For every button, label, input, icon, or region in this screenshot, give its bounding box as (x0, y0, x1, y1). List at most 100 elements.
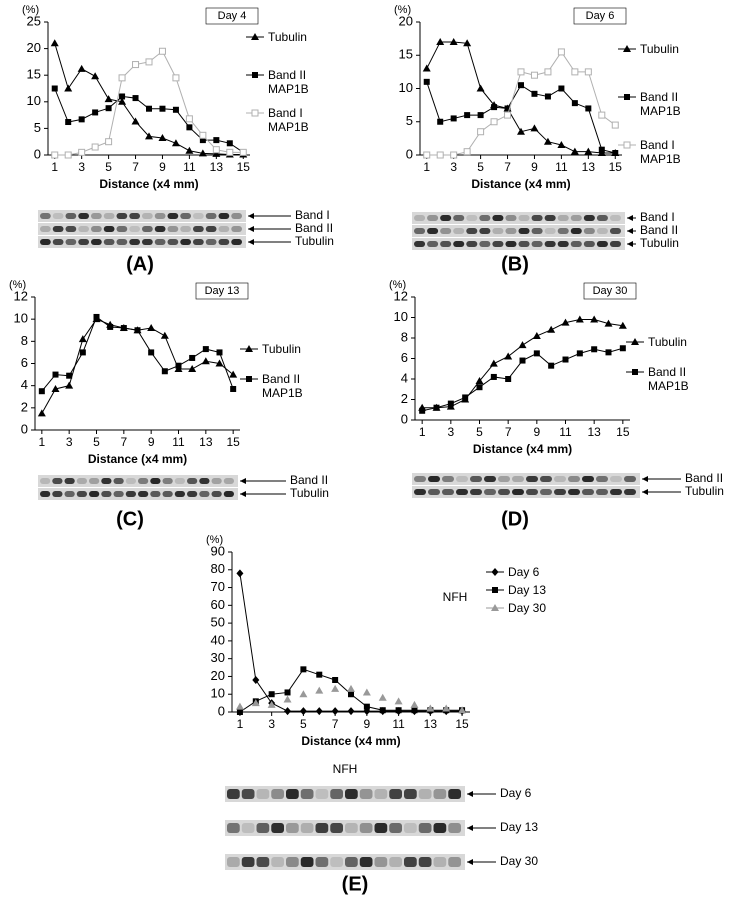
marker (119, 93, 126, 100)
blot-band (512, 489, 524, 495)
blot-band (531, 228, 543, 234)
blot-band (582, 489, 594, 495)
marker (347, 684, 355, 692)
blot-band (125, 491, 136, 497)
blot-band (64, 478, 75, 484)
blot-arrowhead (467, 859, 473, 865)
blot-arrowhead (467, 791, 473, 797)
blot-band (374, 789, 388, 799)
legend-marker (245, 345, 253, 352)
blot-band (138, 478, 149, 484)
marker (51, 384, 60, 392)
blot-band (103, 213, 115, 219)
blot-band (142, 239, 153, 245)
y-tick-label: 15 (399, 47, 413, 62)
marker (91, 72, 100, 80)
marker (267, 700, 276, 708)
marker (436, 37, 445, 45)
blot-band (223, 491, 234, 497)
annotation: Day 6 (586, 10, 615, 22)
marker (251, 699, 260, 707)
blot-arrowhead (248, 213, 254, 219)
blot-label: Band I (295, 208, 330, 222)
marker (530, 124, 539, 132)
y-tick-label: 6 (401, 350, 408, 365)
y-tick-label: 4 (401, 370, 408, 385)
blot-band (609, 228, 621, 234)
blot-band (193, 213, 204, 219)
annotation-box (573, 7, 627, 25)
blot-band (40, 478, 51, 484)
legend-marker (246, 376, 252, 382)
marker (331, 707, 339, 716)
blot-label: Tubulin (290, 486, 329, 500)
blot-band (174, 478, 185, 484)
blot-band (484, 476, 496, 482)
blot-arrowhead (627, 241, 633, 247)
blot-band (241, 823, 255, 833)
legend-entry: Band II MAP1B (648, 365, 689, 393)
blot-band (286, 823, 299, 833)
series-line (41, 318, 234, 414)
x-axis-label: Distance (x4 mm) (473, 442, 572, 456)
marker (316, 671, 323, 678)
blot-band (218, 213, 230, 219)
marker (598, 146, 605, 153)
x-axis-label: Distance (x4 mm) (88, 452, 187, 466)
legend-entry: Tubulin (262, 342, 301, 356)
blot-band (479, 215, 491, 221)
y-tick-label: 90 (211, 543, 225, 558)
blot-band (142, 213, 153, 219)
blot-band (453, 241, 465, 247)
blot-band (544, 215, 556, 221)
marker (268, 691, 275, 698)
blot-band (568, 476, 580, 482)
blot-band (78, 239, 89, 245)
blot-band (418, 823, 432, 833)
y-tick-label: 50 (211, 615, 225, 630)
marker (394, 697, 403, 705)
blot-band (52, 226, 64, 232)
blot-band (433, 857, 447, 867)
blot-band (231, 213, 242, 219)
blot-band (52, 239, 64, 245)
blot-band (570, 215, 582, 221)
marker (37, 409, 46, 417)
blot-band (518, 228, 530, 234)
y-tick-label: 20 (211, 668, 225, 683)
marker (411, 707, 418, 714)
marker (458, 706, 467, 714)
blot-band (583, 228, 595, 234)
legend-entry: Band II MAP1B (262, 372, 303, 400)
marker (517, 68, 525, 76)
marker (558, 85, 565, 92)
marker (299, 690, 308, 698)
marker (591, 346, 598, 353)
blot-band (498, 489, 510, 495)
blot-band (448, 823, 461, 833)
blot-band (418, 789, 432, 799)
y-tick-label: 10 (27, 93, 41, 108)
legend-entry: Tubulin (648, 335, 687, 349)
legend-marker (624, 94, 630, 100)
x-tick-label: 7 (332, 717, 339, 731)
marker (64, 84, 73, 92)
blot-band (116, 226, 128, 232)
marker (158, 133, 167, 141)
annotation: Day 13 (205, 285, 240, 297)
blot-band (389, 789, 402, 799)
blot-band (624, 476, 636, 482)
legend-marker (252, 72, 258, 78)
x-tick-label: 11 (555, 160, 568, 174)
legend-marker (492, 587, 498, 593)
y-tick-label: 40 (211, 632, 225, 647)
marker (464, 112, 471, 119)
blot-band (223, 478, 234, 484)
marker (331, 684, 340, 692)
marker (188, 365, 197, 373)
blot-band (174, 491, 185, 497)
marker (463, 148, 471, 156)
blot-band (76, 491, 87, 497)
marker (379, 707, 386, 714)
